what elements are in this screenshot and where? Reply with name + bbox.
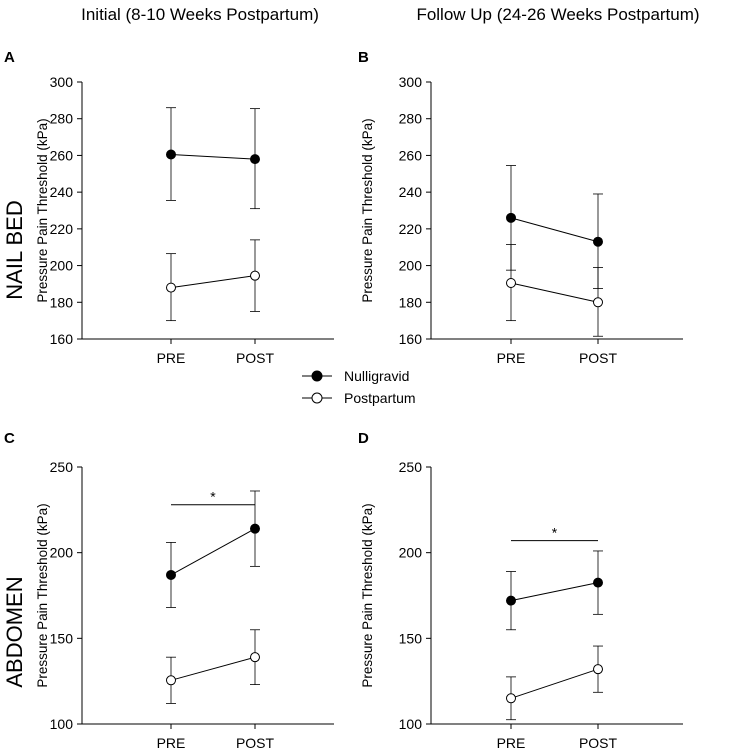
series-line-nulligravid-d	[510, 582, 599, 602]
y-tick-label-c: 200	[50, 545, 74, 561]
y-axis-label-a: Pressure Pain Threshold (kPa)	[35, 118, 50, 302]
data-point-nulligravid-c	[166, 569, 176, 580]
legend-label-postpartum: Postpartum	[344, 390, 416, 406]
y-tick-label-b: 280	[399, 111, 423, 127]
y-tick-label-a: 200	[50, 258, 74, 274]
panel-d: D 100 150 200 250 PRE POST Pressure Pain Thresh…	[358, 430, 683, 751]
y-tick-label-a: 260	[50, 147, 74, 163]
x-category-label-b: POST	[579, 350, 618, 366]
panel-a: A 160 180 200 220 240 260 280 300 PRE POST Pressure…	[4, 49, 334, 366]
legend-marker-nulligravid	[311, 370, 323, 382]
x-category-label-c: POST	[236, 735, 275, 751]
data-point-postpartum-c	[166, 675, 176, 686]
significance-star-c: *	[210, 489, 216, 505]
y-tick-label-b: 220	[399, 221, 423, 237]
x-category-label-a: PRE	[157, 350, 186, 366]
data-point-postpartum-d	[506, 693, 516, 704]
panel-c: C 100 150 200 250 PRE POST Pressure Pain Thresh…	[4, 430, 334, 751]
panel-letter-b: B	[358, 49, 369, 66]
y-tick-label-b: 160	[399, 331, 423, 347]
legend-marker-postpartum	[311, 392, 323, 404]
y-tick-label-c: 150	[50, 630, 74, 646]
series-line-nulligravid-b	[510, 217, 599, 243]
y-tick-label-a: 180	[50, 294, 74, 310]
series-line-postpartum-a	[170, 275, 256, 289]
data-point-nulligravid-a	[166, 149, 176, 160]
panel-letter-c: C	[4, 430, 15, 447]
x-category-label-a: POST	[236, 350, 275, 366]
series-line-postpartum-b	[510, 282, 599, 303]
y-tick-label-c: 100	[50, 716, 74, 732]
y-tick-label-c: 250	[50, 459, 74, 475]
data-point-nulligravid-a	[250, 154, 260, 165]
x-category-label-b: PRE	[497, 350, 526, 366]
data-point-nulligravid-c	[250, 523, 260, 534]
row-label-abdomen: ABDOMEN	[2, 576, 27, 687]
series-line-nulligravid-c	[170, 528, 256, 576]
column-title-follow-up: Follow Up (24-26 Weeks Postpartum)	[416, 5, 699, 24]
data-point-nulligravid-d	[593, 577, 603, 588]
y-tick-label-d: 100	[399, 716, 423, 732]
y-tick-label-a: 300	[50, 74, 74, 90]
y-tick-label-d: 200	[399, 545, 423, 561]
data-point-postpartum-c	[250, 652, 260, 663]
y-tick-label-a: 240	[50, 184, 74, 200]
panel-letter-d: D	[358, 430, 369, 447]
series-line-nulligravid-a	[170, 154, 256, 160]
significance-star-d: *	[552, 525, 558, 541]
x-category-label-d: PRE	[497, 735, 526, 751]
column-title-initial: Initial (8-10 Weeks Postpartum)	[81, 5, 319, 24]
y-tick-label-a: 280	[50, 111, 74, 127]
data-point-postpartum-b	[593, 297, 603, 308]
y-axis-label-c: Pressure Pain Threshold (kPa)	[35, 503, 50, 687]
data-point-postpartum-a	[250, 270, 260, 281]
data-point-nulligravid-b	[593, 236, 603, 247]
series-line-postpartum-d	[510, 668, 599, 699]
x-category-label-c: PRE	[157, 735, 186, 751]
y-tick-label-a: 220	[50, 221, 74, 237]
data-point-nulligravid-d	[506, 595, 516, 606]
y-tick-label-b: 260	[399, 147, 423, 163]
data-point-postpartum-b	[506, 278, 516, 289]
series-line-postpartum-c	[170, 656, 256, 681]
panel-letter-a: A	[4, 49, 15, 66]
legend-label-nulligravid: Nulligravid	[344, 368, 409, 384]
y-axis-label-d: Pressure Pain Threshold (kPa)	[360, 503, 375, 687]
y-tick-label-b: 180	[399, 294, 423, 310]
y-tick-label-b: 240	[399, 184, 423, 200]
y-tick-label-d: 150	[399, 630, 423, 646]
y-tick-label-d: 250	[399, 459, 423, 475]
data-point-postpartum-a	[166, 282, 176, 293]
x-category-label-d: POST	[579, 735, 618, 751]
y-tick-label-b: 300	[399, 74, 423, 90]
data-point-nulligravid-b	[506, 212, 516, 223]
panel-b: B 160 180 200 220 240 260 280 300 PRE POST Pressure…	[358, 49, 683, 366]
y-tick-label-b: 200	[399, 258, 423, 274]
y-axis-label-b: Pressure Pain Threshold (kPa)	[360, 118, 375, 302]
y-tick-label-a: 160	[50, 331, 74, 347]
row-label-nail-bed: NAIL BED	[2, 200, 27, 299]
data-point-postpartum-d	[593, 664, 603, 675]
legend: Nulligravid Postpartum	[302, 368, 416, 406]
